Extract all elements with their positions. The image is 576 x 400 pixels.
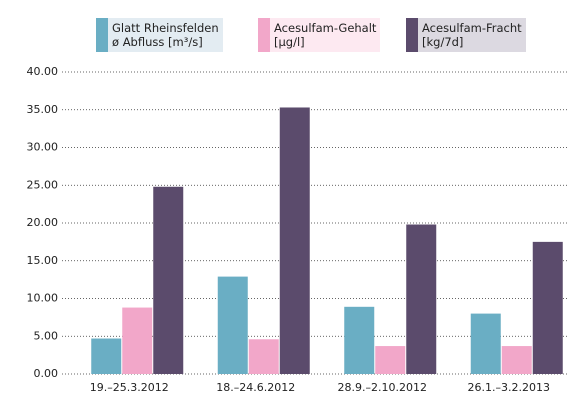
- y-tick-label: 35.00: [27, 103, 59, 116]
- bar: [91, 338, 122, 374]
- bar: [375, 346, 406, 374]
- legend-label: Glatt Rheinsfelden ø Abfluss [m³/s]: [108, 18, 223, 52]
- y-tick-label: 40.00: [27, 65, 59, 78]
- legend-item: Glatt Rheinsfelden ø Abfluss [m³/s]: [96, 18, 223, 52]
- legend-label: Acesulfam-Fracht [kg/7d]: [418, 18, 526, 52]
- bar: [532, 241, 563, 374]
- legend-item: Acesulfam-Gehalt [µg/l]: [258, 18, 381, 52]
- x-tick-label: 18.–24.6.2012: [216, 381, 295, 394]
- y-tick-label: 15.00: [27, 254, 59, 267]
- legend-item: Acesulfam-Fracht [kg/7d]: [406, 18, 526, 52]
- y-tick-label: 25.00: [27, 178, 59, 191]
- x-tick-label: 26.1.–3.2.2013: [468, 381, 550, 394]
- bar: [248, 339, 279, 374]
- bar: [279, 107, 310, 375]
- y-tick-label: 10.00: [27, 292, 59, 305]
- legend-swatch: [258, 18, 270, 52]
- y-tick-label: 30.00: [27, 141, 59, 154]
- bar: [406, 224, 437, 374]
- bar: [217, 276, 248, 374]
- legend-label: Acesulfam-Gehalt [µg/l]: [270, 18, 381, 52]
- legend-swatch: [96, 18, 108, 52]
- bar: [470, 313, 501, 374]
- bar: [344, 306, 375, 374]
- y-tick-label: 20.00: [27, 216, 59, 229]
- legend-swatch: [406, 18, 418, 52]
- x-tick-label: 19.–25.3.2012: [90, 381, 169, 394]
- x-tick-label: 28.9.–2.10.2012: [338, 381, 427, 394]
- bar: [153, 186, 184, 374]
- bar: [501, 346, 532, 374]
- y-tick-label: 5.00: [34, 329, 59, 342]
- bar: [122, 307, 153, 374]
- y-tick-label: 0.00: [34, 367, 59, 380]
